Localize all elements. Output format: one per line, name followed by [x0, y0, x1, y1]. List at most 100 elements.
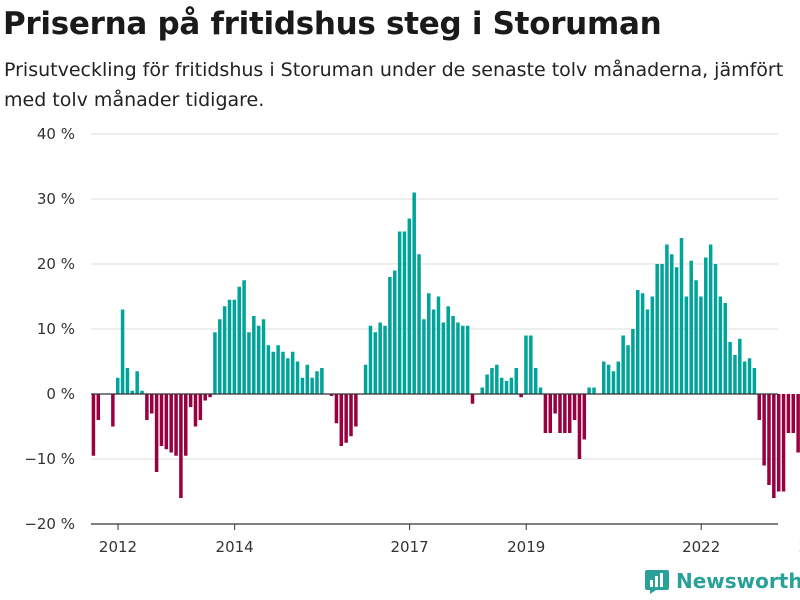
bar: [553, 394, 557, 414]
chart-subtitle: Prisutveckling för fritidshus i Storuman…: [4, 59, 784, 111]
bar: [227, 299, 232, 394]
bar: [344, 394, 348, 443]
bar: [543, 394, 548, 433]
bar: [286, 358, 290, 394]
bar: [383, 325, 387, 394]
y-tick-label: −10 %: [24, 450, 75, 468]
bar: [256, 325, 261, 394]
bar: [130, 390, 135, 394]
bar: [120, 309, 125, 394]
bar: [499, 377, 504, 394]
bar: [796, 394, 800, 453]
bar: [504, 381, 509, 394]
bar: [140, 390, 144, 394]
bar: [529, 335, 533, 394]
bar: [708, 244, 713, 394]
bar: [495, 364, 499, 394]
bar: [290, 351, 295, 394]
bar: [402, 231, 407, 394]
bar: [159, 394, 164, 446]
bar: [684, 296, 689, 394]
bar: [397, 231, 402, 394]
bar: [772, 394, 776, 498]
bar: [145, 394, 149, 420]
bar-chart-logo-icon: [645, 570, 669, 594]
bar: [631, 329, 635, 394]
bar: [261, 319, 266, 394]
bar: [694, 280, 698, 394]
chart-title: Priserna på fritidshus steg i Storuman: [3, 6, 662, 42]
bar: [266, 345, 271, 394]
bar: [742, 361, 747, 394]
bar: [135, 371, 139, 394]
bar: [636, 290, 640, 394]
bar: [179, 394, 183, 498]
bar: [334, 394, 339, 424]
x-tick-label: 2014: [216, 538, 254, 556]
bar: [412, 192, 416, 394]
x-tick-label: 2017: [391, 538, 429, 556]
bar: [169, 394, 173, 453]
y-tick-label: 10 %: [37, 320, 75, 338]
bar: [563, 394, 567, 433]
bar: [704, 257, 708, 394]
bar: [271, 351, 275, 394]
bar: [665, 244, 669, 394]
bar: [461, 325, 465, 394]
bar: [723, 303, 727, 394]
bar: [781, 394, 786, 492]
bars: [91, 192, 800, 498]
bar: [456, 322, 460, 394]
bar: [295, 361, 300, 394]
bar: [174, 394, 178, 456]
x-tick-label: 2012: [99, 538, 137, 556]
bar: [601, 361, 606, 394]
bar: [660, 264, 664, 394]
bar: [193, 394, 198, 427]
bar: [558, 394, 562, 433]
bar: [480, 387, 484, 394]
bar: [431, 309, 436, 394]
bar: [320, 368, 324, 394]
bar: [606, 364, 611, 394]
bar: [733, 355, 737, 394]
bar: [470, 394, 475, 404]
bar: [791, 394, 796, 433]
y-axis-ticks: −20 % −10 % 0 % 10 % 20 % 30 % 40 %: [24, 125, 75, 533]
y-tick-label: −20 %: [24, 515, 75, 533]
bar: [329, 394, 334, 396]
bar: [572, 394, 577, 420]
bar: [349, 394, 353, 437]
bar: [718, 296, 723, 394]
bar: [679, 238, 684, 394]
bar: [728, 342, 732, 394]
bar: [300, 377, 305, 394]
bar: [674, 267, 679, 394]
bar: [611, 371, 616, 394]
bar: [213, 332, 217, 394]
bar: [222, 306, 227, 394]
bar: [407, 218, 412, 394]
bar: [786, 394, 791, 433]
newsworthy-brand[interactable]: Newsworthy: [644, 568, 800, 594]
bar: [164, 394, 169, 450]
bar: [305, 364, 310, 394]
bar: [150, 394, 154, 414]
bar: [485, 374, 489, 394]
bar: [115, 377, 120, 394]
bar: [670, 254, 674, 394]
bar: [96, 394, 101, 420]
bar: [281, 351, 285, 394]
bar: [577, 394, 582, 459]
bar: [582, 394, 587, 440]
bar: [198, 394, 203, 420]
bar: [757, 394, 761, 420]
bar: [378, 322, 382, 394]
bar: [519, 394, 523, 398]
y-tick-label: 30 %: [37, 190, 75, 208]
x-tick-label: 2019: [507, 538, 545, 556]
bar: [548, 394, 553, 433]
bar: [655, 264, 659, 394]
bar: [422, 319, 426, 394]
